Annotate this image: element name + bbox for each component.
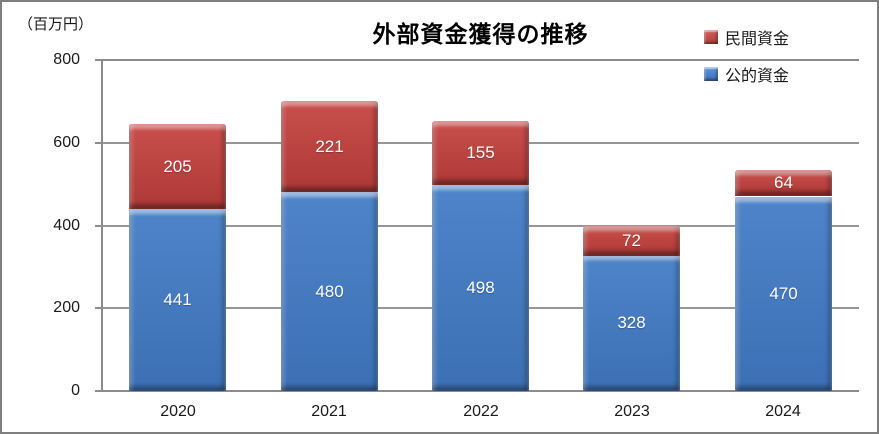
legend-swatch-blue-icon — [704, 67, 718, 81]
y-axis-unit-label: （百万円） — [18, 16, 94, 33]
bar-segment-民間資金-2023: 72 — [583, 226, 680, 256]
bar-segment-公的資金-2021: 480 — [281, 192, 378, 391]
bar-value-label: 328 — [617, 313, 646, 332]
y-axis-label-800: 800 — [53, 51, 80, 68]
legend-item-private-funds: 民間資金 — [704, 26, 789, 48]
bar-value-label: 441 — [163, 290, 192, 309]
x-axis-line — [102, 390, 859, 392]
bar-segment-民間資金-2021: 221 — [281, 101, 378, 192]
chart-title: 外部資金獲得の推移 — [372, 21, 589, 47]
y-axis-label-0: 0 — [71, 382, 80, 399]
bar-value-label: 221 — [315, 136, 344, 156]
bar-segment-公的資金-2020: 441 — [129, 209, 226, 391]
bar-value-label: 480 — [315, 281, 344, 301]
bar-value-label: 72 — [622, 231, 641, 250]
x-axis-label-2022: 2022 — [463, 403, 499, 420]
bar-segment-公的資金-2022: 498 — [432, 185, 529, 391]
bar-segment-民間資金-2022: 155 — [432, 121, 529, 185]
y-axis-tick-800 — [95, 59, 102, 61]
y-axis-tick-600 — [95, 142, 102, 144]
legend-label: 公的資金 — [725, 68, 790, 85]
y-axis-label-200: 200 — [53, 299, 80, 316]
bar-segment-民間資金-2024: 64 — [735, 170, 832, 196]
y-axis-tick-400 — [95, 225, 102, 227]
x-axis-label-2023: 2023 — [614, 403, 650, 420]
y-axis-label-400: 400 — [53, 217, 80, 234]
bar-value-label: 498 — [466, 278, 495, 297]
y-axis-tick-200 — [95, 307, 102, 309]
bar-segment-公的資金-2024: 470 — [735, 197, 832, 391]
x-axis-label-2020: 2020 — [160, 403, 196, 420]
bar-value-label: 64 — [774, 173, 793, 192]
legend-swatch-red-icon — [704, 30, 718, 44]
bar-value-label: 205 — [163, 156, 192, 176]
bar-value-label: 155 — [466, 143, 495, 162]
y-axis-tick-0 — [95, 390, 102, 392]
legend-label: 民間資金 — [725, 31, 790, 48]
y-axis-line — [101, 59, 103, 392]
x-axis-label-2021: 2021 — [311, 403, 347, 420]
x-axis-label-2024: 2024 — [765, 403, 801, 420]
bar-value-label: 470 — [769, 284, 798, 303]
plot-top-border — [102, 59, 859, 61]
legend-item-public-funds: 公的資金 — [704, 63, 789, 85]
bar-segment-公的資金-2023: 328 — [583, 255, 680, 391]
y-axis-label-600: 600 — [53, 134, 80, 151]
bar-segment-民間資金-2020: 205 — [129, 124, 226, 209]
